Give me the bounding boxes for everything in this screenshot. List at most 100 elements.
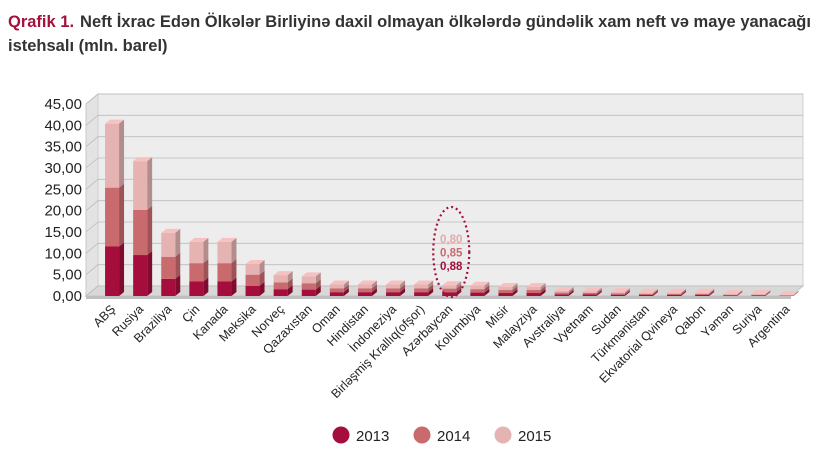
- bar-segment-2015: [105, 123, 120, 188]
- bar-top: [442, 281, 462, 286]
- y-tick-label: 10,00: [44, 245, 82, 262]
- bar-top: [414, 280, 434, 285]
- bar-segment-2014: [667, 293, 682, 295]
- bar-side: [175, 252, 181, 279]
- legend-marker-2015: [494, 426, 512, 444]
- bar-segment-2015: [498, 287, 513, 291]
- bar-segment-2014: [695, 293, 710, 295]
- bar-side: [231, 237, 237, 264]
- bar-segment-2013: [189, 281, 204, 296]
- y-tick-label: 15,00: [44, 224, 82, 241]
- bar-side: [456, 281, 462, 289]
- bar-top: [582, 287, 602, 292]
- bar-side: [652, 290, 658, 296]
- bar-group: [610, 288, 630, 296]
- bar-side: [315, 272, 321, 284]
- y-tick-label: 0,00: [53, 288, 82, 305]
- bar-side: [343, 280, 349, 289]
- bar-side: [287, 271, 293, 283]
- bar-top: [723, 290, 743, 295]
- bar-side: [709, 289, 715, 295]
- gridline: [85, 242, 803, 254]
- bar-side: [147, 157, 153, 210]
- bar-side: [371, 288, 377, 296]
- gridline: [85, 157, 803, 169]
- bar-side: [568, 288, 574, 295]
- bar-side: [681, 289, 687, 295]
- bar-side: [203, 259, 209, 282]
- bar-group: [723, 290, 743, 296]
- x-category-label: Çin: [179, 302, 202, 325]
- bar-side: [343, 284, 349, 293]
- bar-top: [470, 281, 490, 286]
- y-tick-label: 20,00: [44, 203, 82, 220]
- bar-side: [315, 279, 321, 290]
- legend-label: 2014: [437, 428, 470, 445]
- bar-side: [484, 288, 490, 296]
- bar-segment-2015: [217, 241, 232, 264]
- bar-segment-2013: [526, 293, 541, 296]
- bar-side: [428, 284, 434, 293]
- chart-title-block: Qrafik 1. Neft İxrac Edən Ölkələr Birliyi…: [8, 10, 828, 58]
- bar-segment-2015: [301, 276, 316, 284]
- gridline: [85, 93, 803, 105]
- bar-side: [596, 287, 602, 294]
- bar-top: [329, 280, 349, 285]
- chart-title: Neft İxrac Edən Ölkələr Birliyinə daxil …: [8, 13, 811, 55]
- legend-marker-2014: [413, 426, 431, 444]
- bar-side: [765, 290, 771, 296]
- bar-segment-2014: [386, 288, 401, 293]
- bar-side: [512, 289, 518, 296]
- bar-segment-2014: [357, 288, 372, 293]
- bar-side: [709, 290, 715, 296]
- bar-group: [105, 119, 125, 296]
- gridline: [85, 136, 803, 147]
- bar-side: [793, 290, 799, 296]
- annotation-value: 0,80: [440, 234, 462, 246]
- bar-segment-2013: [357, 292, 372, 296]
- bar-group: [357, 280, 377, 296]
- bar-segment-2014: [582, 293, 597, 295]
- bar-group: [189, 237, 209, 296]
- bar-side: [652, 289, 658, 295]
- annotation-value: 0,85: [440, 248, 463, 260]
- bar-side: [484, 281, 490, 290]
- bar-side: [203, 237, 209, 264]
- bar-segment-2013: [329, 292, 344, 296]
- y-tick-label: 30,00: [44, 160, 82, 177]
- gridline: [85, 200, 803, 211]
- bar-side: [540, 283, 546, 291]
- bar-segment-2014: [273, 282, 288, 290]
- gridline: [85, 264, 803, 275]
- bar-segment-2015: [442, 285, 457, 289]
- bar-side: [287, 285, 293, 296]
- bar-segment-2015: [667, 292, 682, 294]
- bar-side: [175, 228, 181, 257]
- bar-side: [428, 280, 434, 289]
- bar-side: [540, 289, 546, 296]
- bar-side: [512, 283, 518, 291]
- bar-segment-2013: [638, 294, 653, 296]
- bar-side: [624, 288, 630, 294]
- bar-group: [301, 272, 321, 296]
- bar-top: [638, 288, 658, 293]
- bar-side: [231, 259, 237, 282]
- bar-group: [779, 290, 799, 296]
- bar-side: [681, 290, 687, 296]
- bar-top: [357, 280, 377, 285]
- bar-side: [737, 291, 743, 296]
- y-tick-label: 5,00: [53, 267, 82, 284]
- bar-group: [161, 228, 181, 296]
- bar-group: [554, 286, 574, 296]
- bar-segment-2014: [161, 256, 176, 279]
- bar-top: [751, 290, 771, 295]
- bar-segment-2015: [582, 291, 597, 294]
- bar-side: [259, 281, 265, 296]
- bar-top: [217, 237, 237, 242]
- gridline: [85, 178, 803, 190]
- bar-segment-2013: [386, 292, 401, 296]
- bar-side: [456, 284, 462, 293]
- bar-top: [779, 290, 799, 295]
- bar-side: [652, 288, 658, 294]
